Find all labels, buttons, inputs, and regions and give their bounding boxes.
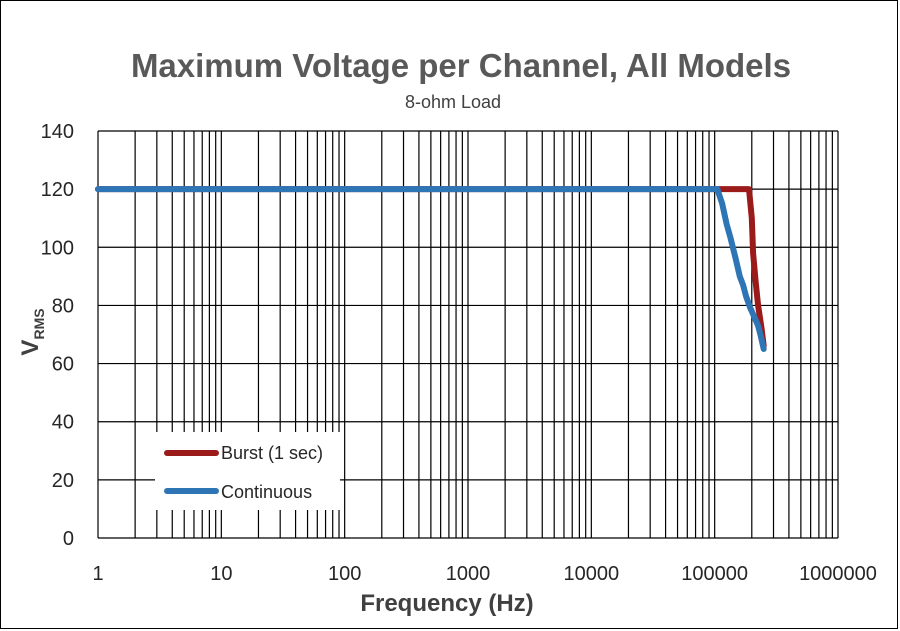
y-tick-labels: 0 20 40 60 80 100 120 140: [41, 121, 74, 550]
legend-label-burst: Burst (1 sec): [221, 443, 323, 463]
x-tick-label: 1: [92, 563, 103, 585]
chart-subtitle: 8-ohm Load: [405, 92, 501, 112]
x-tick-label: 10000: [564, 563, 620, 585]
x-tick-label: 1000000: [799, 563, 877, 585]
x-tick-label: 100000: [681, 563, 748, 585]
y-axis-title-sub: RMS: [31, 308, 47, 339]
y-tick-label: 0: [63, 528, 74, 550]
y-tick-label: 100: [41, 237, 74, 259]
y-tick-label: 40: [52, 412, 74, 434]
y-tick-label: 120: [41, 179, 74, 201]
series-lines: [95, 186, 767, 352]
y-tick-label: 20: [52, 470, 74, 492]
y-tick-label: 140: [41, 121, 74, 143]
x-tick-label: 100: [328, 563, 361, 585]
x-tick-label: 1000: [446, 563, 491, 585]
x-tick-labels: 1 10 100 1000 10000 100000 1000000: [92, 563, 877, 585]
x-tick-label: 10: [210, 563, 232, 585]
y-tick-label: 60: [52, 354, 74, 376]
y-axis-title-main: V: [17, 340, 44, 356]
series-line-1: [95, 186, 767, 352]
series-line-0: [95, 186, 767, 350]
legend-box: [155, 432, 340, 510]
chart-title: Maximum Voltage per Channel, All Models: [131, 47, 791, 84]
y-tick-label: 80: [52, 295, 74, 317]
legend: Burst (1 sec) Continuous: [155, 432, 340, 510]
y-axis-title: VRMS: [17, 308, 47, 355]
x-axis-title: Frequency (Hz): [360, 590, 533, 617]
legend-label-continuous: Continuous: [221, 482, 312, 502]
